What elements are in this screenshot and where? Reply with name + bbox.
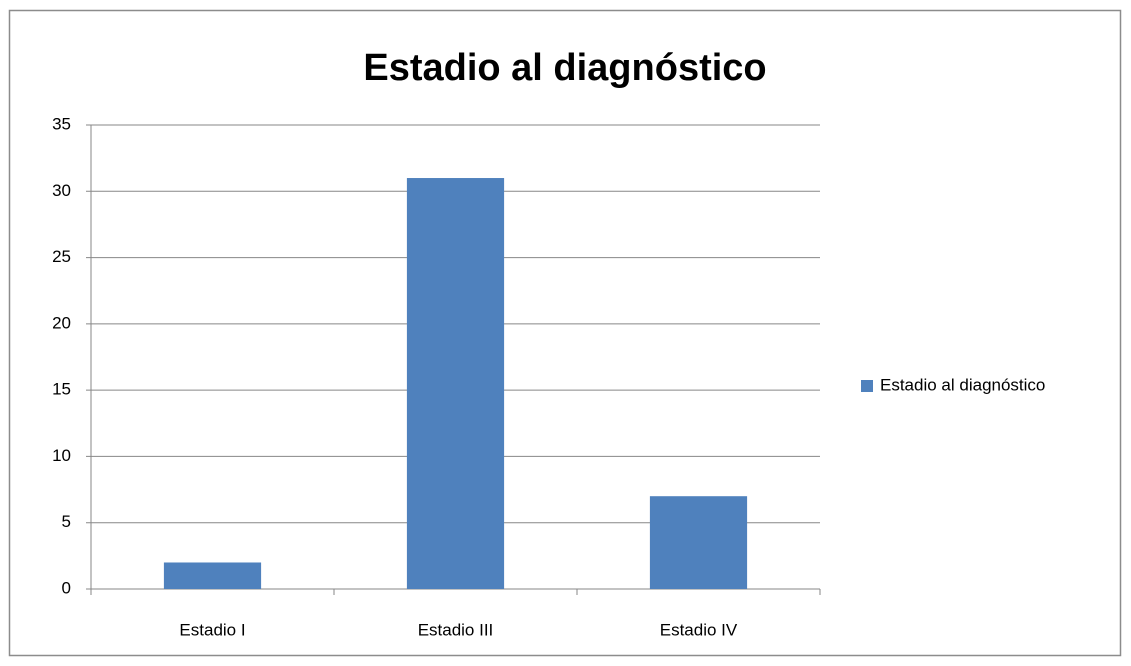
bar [163,562,262,589]
bar [406,178,505,589]
y-tick-label: 15 [52,380,71,399]
y-tick-label: 30 [52,181,71,200]
bar [649,496,748,589]
y-tick-label: 10 [52,446,71,465]
legend-label: Estadio al diagnóstico [880,375,1045,394]
chart-border [8,9,1122,657]
legend-swatch [861,380,873,392]
y-tick-label: 25 [52,247,71,266]
y-tick-label: 35 [52,114,71,133]
x-tick-label: Estadio I [179,620,245,639]
chart-title: Estadio al diagnóstico [363,47,766,89]
y-tick-label: 20 [52,313,71,332]
x-tick-label: Estadio III [418,620,494,639]
y-tick-label: 0 [62,578,71,597]
x-tick-label: Estadio IV [660,620,738,639]
y-tick-label: 5 [62,512,71,531]
